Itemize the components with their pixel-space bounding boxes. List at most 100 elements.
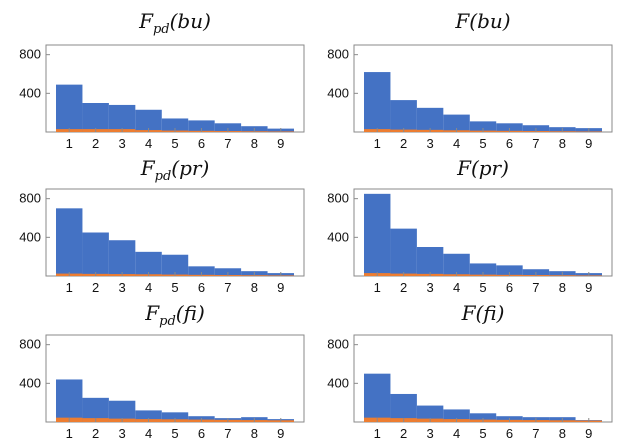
x-tick-label: 4 <box>453 136 460 151</box>
bar-blue <box>469 121 497 132</box>
x-tick-label: 5 <box>479 280 486 295</box>
x-tick-label: 7 <box>224 426 231 441</box>
x-tick-label: 3 <box>426 280 433 295</box>
bar-blue <box>443 114 470 132</box>
bar-blue <box>161 412 189 422</box>
x-tick-label: 6 <box>506 426 513 441</box>
title-argument: (pr) <box>171 156 209 180</box>
bar-blue <box>443 409 470 422</box>
x-tick-label: 7 <box>532 280 539 295</box>
x-tick-label: 5 <box>479 426 486 441</box>
y-tick-label: 800 <box>19 47 41 62</box>
x-tick-label: 2 <box>92 136 99 151</box>
y-tick-label: 400 <box>327 375 349 390</box>
x-tick-label: 3 <box>426 426 433 441</box>
x-tick-label: 4 <box>145 426 152 441</box>
bar-blue <box>443 253 470 276</box>
title-subscript: pd <box>153 22 170 37</box>
bar-blue <box>364 373 391 422</box>
title-main: F <box>461 301 477 325</box>
y-tick-label: 400 <box>19 375 41 390</box>
x-tick-label: 6 <box>198 136 205 151</box>
x-tick-label: 5 <box>171 426 178 441</box>
y-tick-label: 800 <box>19 337 41 352</box>
x-tick-label: 7 <box>224 280 231 295</box>
y-tick-label: 400 <box>327 85 349 100</box>
bar-blue <box>469 263 497 276</box>
chart-title: F(bu) <box>454 9 510 33</box>
x-tick-label: 2 <box>92 280 99 295</box>
title-subscript: pd <box>159 314 176 329</box>
bar-blue <box>364 72 391 132</box>
chart-title: F(fi) <box>461 301 505 325</box>
x-tick-label: 9 <box>585 136 592 151</box>
bar-blue <box>416 405 444 422</box>
x-tick-label: 7 <box>532 136 539 151</box>
y-tick-label: 800 <box>327 337 349 352</box>
x-tick-label: 4 <box>145 280 152 295</box>
chart-panel: Fpd(pr) 400 800 1 2 3 4 5 6 7 8 9 <box>19 156 305 295</box>
bar-blue <box>135 251 162 276</box>
chart-panel: F(pr) 400 800 1 2 3 4 5 6 7 8 9 <box>327 156 613 295</box>
x-tick-label: 6 <box>506 136 513 151</box>
x-tick-label: 4 <box>453 280 460 295</box>
y-tick-label: 400 <box>19 229 41 244</box>
x-tick-label: 6 <box>506 280 513 295</box>
bar-blue <box>416 247 444 276</box>
x-tick-label: 8 <box>559 136 566 151</box>
x-tick-label: 7 <box>532 426 539 441</box>
y-tick-label: 800 <box>327 47 349 62</box>
bar-blue <box>364 193 391 276</box>
x-tick-label: 5 <box>171 280 178 295</box>
bar-blue <box>469 413 497 422</box>
x-tick-label: 6 <box>198 280 205 295</box>
chart-title: Fpd(fi) <box>144 301 205 329</box>
x-tick-label: 8 <box>251 426 258 441</box>
chart-panel: F(bu) 400 800 1 2 3 4 5 6 7 8 9 <box>327 9 613 151</box>
x-tick-label: 1 <box>374 280 381 295</box>
x-tick-label: 3 <box>118 136 125 151</box>
x-tick-label: 9 <box>277 426 284 441</box>
chart-title: Fpd(pr) <box>140 156 210 184</box>
bar-blue <box>56 84 83 132</box>
chart-title: Fpd(bu) <box>138 9 211 37</box>
bar-blue <box>161 254 189 276</box>
bar-blue <box>82 232 109 276</box>
x-tick-label: 1 <box>66 280 73 295</box>
x-tick-label: 8 <box>251 280 258 295</box>
bar-blue <box>82 103 109 132</box>
bar-blue <box>496 123 523 132</box>
bar-blue <box>188 266 215 276</box>
x-tick-label: 5 <box>171 136 178 151</box>
x-tick-label: 2 <box>400 136 407 151</box>
title-argument: (fi) <box>475 301 504 325</box>
title-main: F <box>144 301 160 325</box>
x-tick-label: 1 <box>66 136 73 151</box>
bar-blue <box>161 118 189 132</box>
y-tick-label: 800 <box>19 191 41 206</box>
title-main: F <box>140 156 156 180</box>
x-tick-label: 3 <box>118 426 125 441</box>
chart-panel: F(fi) 400 800 1 2 3 4 5 6 7 8 9 <box>327 301 613 441</box>
x-tick-label: 3 <box>426 136 433 151</box>
x-tick-label: 1 <box>66 426 73 441</box>
x-tick-label: 7 <box>224 136 231 151</box>
x-tick-label: 6 <box>198 426 205 441</box>
bar-blue <box>390 100 417 132</box>
bar-blue <box>135 410 162 422</box>
bar-blue <box>390 393 417 422</box>
bar-blue <box>214 123 242 132</box>
title-subscript: pd <box>155 169 172 184</box>
bar-blue <box>416 107 444 132</box>
bar-blue <box>82 397 109 422</box>
x-tick-label: 4 <box>145 136 152 151</box>
title-main: F <box>456 156 472 180</box>
title-argument: (pr) <box>471 156 509 180</box>
title-argument: (fi) <box>176 301 205 325</box>
x-tick-label: 2 <box>400 426 407 441</box>
title-main: F <box>138 9 154 33</box>
x-tick-label: 9 <box>585 426 592 441</box>
x-tick-label: 1 <box>374 136 381 151</box>
bar-blue <box>390 228 417 276</box>
x-tick-label: 1 <box>374 426 381 441</box>
